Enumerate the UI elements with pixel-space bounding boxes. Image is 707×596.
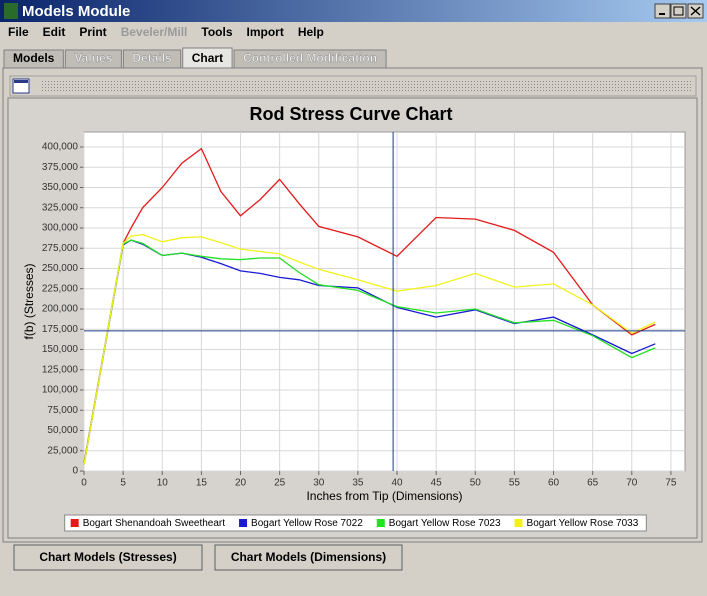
y-axis-label: f(b) (Stresses): [22, 263, 36, 339]
y-tick-label: 125,000: [42, 364, 79, 375]
x-tick-label: 35: [352, 478, 364, 489]
legend-swatch: [71, 519, 79, 527]
tab[interactable]: Chart: [183, 48, 232, 68]
x-tick-label: 75: [665, 478, 677, 489]
tab-label: Chart: [192, 51, 223, 65]
button-label: Chart Models (Stresses): [39, 550, 176, 564]
y-tick-label: 300,000: [42, 223, 79, 234]
legend-swatch: [377, 519, 385, 527]
menu-item[interactable]: Import: [247, 25, 284, 39]
menu-item[interactable]: Tools: [201, 25, 232, 39]
y-tick-label: 325,000: [42, 202, 79, 213]
tab-label: Values: [74, 51, 112, 65]
tab-label: Models: [13, 51, 55, 65]
menu-item[interactable]: File: [8, 25, 29, 39]
legend: Bogart Shenandoah Sweetheart Bogart Yello…: [65, 515, 647, 531]
toolbar-grip: [40, 79, 692, 93]
x-tick-label: 25: [274, 478, 286, 489]
y-tick-label: 350,000: [42, 182, 79, 193]
legend-label: Bogart Yellow Rose 7033: [527, 518, 639, 529]
legend-label: Bogart Shenandoah Sweetheart: [83, 518, 226, 529]
y-tick-label: 175,000: [42, 324, 79, 335]
tab-label: Controlled Modification: [243, 51, 377, 65]
menu-bar: File Edit Print Beveler/Mill Tools Import Help: [8, 25, 324, 39]
button[interactable]: Chart Models (Stresses): [14, 545, 202, 570]
menu-item[interactable]: Edit: [43, 25, 66, 39]
x-tick-label: 70: [626, 478, 638, 489]
button[interactable]: Chart Models (Dimensions): [215, 545, 402, 570]
x-tick-label: 0: [81, 478, 87, 489]
y-tick-label: 25,000: [47, 445, 78, 456]
y-tick-label: 225,000: [42, 283, 79, 294]
y-tick-label: 250,000: [42, 263, 79, 274]
chart-title: Rod Stress Curve Chart: [249, 104, 452, 124]
button-label: Chart Models (Dimensions): [231, 550, 386, 564]
x-tick-label: 10: [157, 478, 169, 489]
toolbar-icon-bar: [14, 80, 28, 83]
window-title: Models Module: [22, 3, 130, 20]
chart: 0 25,000 50,000 75,000 100,000 125,000 150,000…: [22, 132, 685, 531]
legend-label: Bogart Yellow Rose 7022: [251, 518, 363, 529]
menu-item[interactable]: Help: [298, 25, 324, 39]
legend-swatch: [515, 519, 523, 527]
x-tick-label: 30: [313, 478, 325, 489]
y-tick-label: 400,000: [42, 142, 79, 153]
x-tick-label: 15: [196, 478, 208, 489]
y-tick-label: 375,000: [42, 162, 79, 173]
menu-item[interactable]: Print: [79, 25, 106, 39]
window-controls: [655, 4, 703, 18]
x-tick-label: 65: [587, 478, 599, 489]
y-tick-label: 275,000: [42, 243, 79, 254]
y-tick-label: 200,000: [42, 304, 79, 315]
menu-item[interactable]: Beveler/Mill: [121, 25, 188, 39]
maximize-button[interactable]: [671, 4, 686, 18]
y-tick-label: 75,000: [47, 405, 78, 416]
app-icon: [4, 3, 18, 19]
y-tick-label: 100,000: [42, 385, 79, 396]
x-tick-label: 40: [391, 478, 403, 489]
minimize-button[interactable]: [655, 4, 670, 18]
tab-label: Details: [132, 51, 172, 65]
x-tick-label: 5: [120, 478, 126, 489]
tab-bar: Models Values Details Chart Controlled Modif…: [4, 48, 386, 68]
tab[interactable]: Models: [4, 50, 63, 68]
x-axis-label: Inches from Tip (Dimensions): [306, 489, 462, 503]
tab[interactable]: Details: [123, 50, 180, 68]
tab[interactable]: Values: [65, 50, 121, 68]
x-tick-label: 20: [235, 478, 247, 489]
x-tick-label: 45: [431, 478, 443, 489]
legend-label: Bogart Yellow Rose 7023: [389, 518, 501, 529]
legend-swatch: [239, 519, 247, 527]
y-tick-label: 150,000: [42, 344, 79, 355]
y-tick-label: 0: [72, 466, 78, 477]
x-tick-label: 60: [548, 478, 560, 489]
x-tick-label: 55: [509, 478, 521, 489]
tab[interactable]: Controlled Modification: [234, 50, 386, 68]
y-tick-label: 50,000: [47, 425, 78, 436]
x-tick-label: 50: [470, 478, 482, 489]
